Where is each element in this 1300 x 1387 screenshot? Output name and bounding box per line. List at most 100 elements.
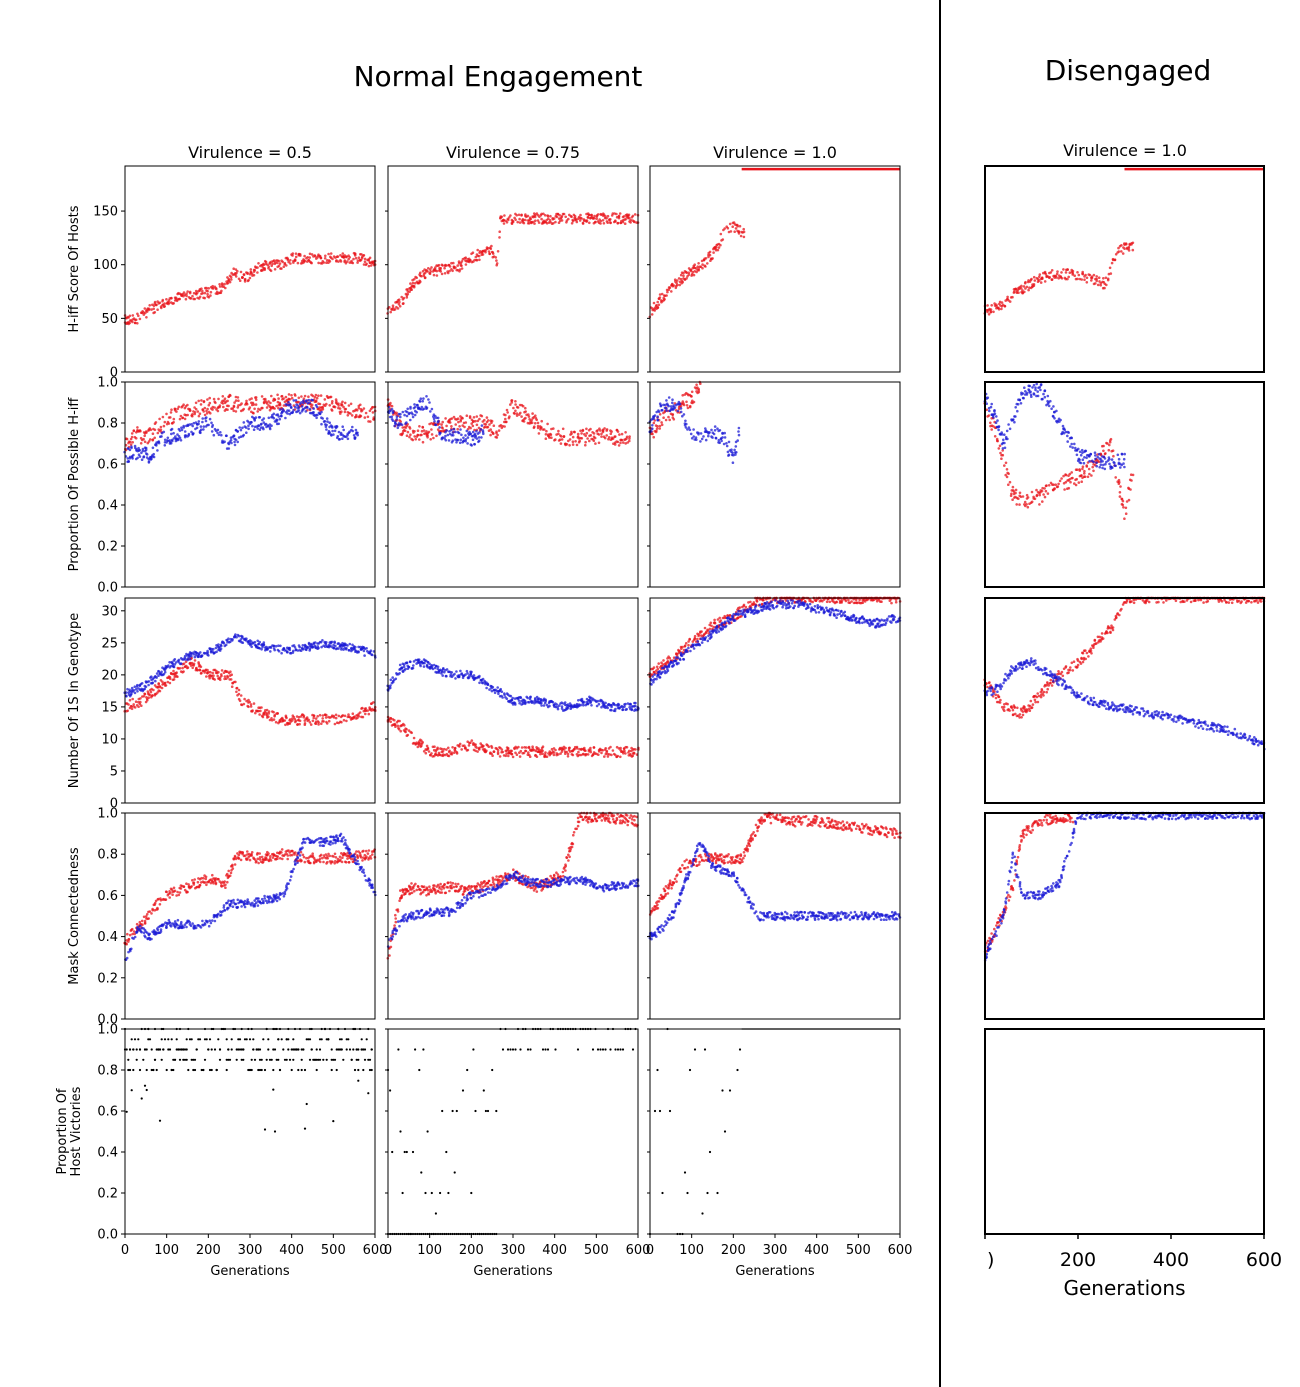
host-point: [212, 674, 215, 677]
host-point: [1023, 290, 1026, 294]
host-point: [485, 749, 488, 752]
host-point: [133, 706, 137, 709]
host-point: [1104, 276, 1108, 280]
host-point: [216, 674, 219, 678]
host-point: [1105, 283, 1108, 287]
host-point: [1066, 268, 1069, 271]
host-point: [321, 717, 325, 720]
parasite-point: [425, 407, 428, 411]
host-point: [693, 637, 696, 640]
parasite-point: [126, 687, 129, 691]
host-point: [430, 433, 434, 436]
host-point: [1077, 273, 1081, 277]
host-point: [599, 429, 602, 432]
host-point: [506, 746, 510, 750]
host-point: [238, 279, 242, 283]
host-point: [614, 435, 617, 438]
parasite-point: [583, 700, 586, 704]
host-point: [697, 269, 701, 272]
host-point: [146, 690, 150, 693]
host-point: [325, 713, 328, 717]
parasite-point: [445, 674, 448, 678]
host-point: [144, 311, 147, 315]
host-point: [536, 219, 540, 222]
host-point: [505, 408, 509, 412]
y-tick-label: 0: [110, 366, 118, 381]
host-point: [557, 432, 560, 436]
parasite-point: [245, 431, 248, 435]
host-point: [129, 443, 133, 446]
host-point: [232, 267, 235, 271]
host-point: [1117, 478, 1121, 482]
host-point: [1080, 474, 1083, 477]
host-point: [188, 290, 192, 294]
host-point: [536, 426, 540, 430]
host-point: [254, 403, 258, 406]
host-point: [514, 218, 517, 221]
parasite-point: [389, 684, 392, 687]
parasite-point: [279, 414, 283, 418]
host-point: [475, 423, 479, 427]
parasite-point: [344, 648, 348, 651]
host-point: [191, 666, 194, 670]
host-point: [718, 616, 721, 620]
host-point: [398, 300, 401, 304]
parasite-point: [1047, 404, 1051, 408]
host-point: [202, 410, 205, 413]
parasite-point: [1119, 466, 1122, 469]
host-point: [1001, 453, 1005, 457]
parasite-point: [986, 396, 990, 400]
host-point: [353, 715, 356, 718]
host-point: [235, 690, 238, 694]
parasite-point: [473, 442, 476, 446]
parasite-point: [217, 643, 220, 646]
parasite-point: [252, 428, 256, 432]
host-point: [395, 411, 398, 415]
host-point: [1083, 475, 1087, 479]
host-point: [314, 717, 318, 720]
host-point: [352, 257, 355, 261]
parasite-point: [451, 439, 455, 443]
parasite-point: [260, 648, 263, 651]
host-point: [682, 271, 685, 275]
y-tick-label: 20: [101, 668, 118, 683]
host-point: [495, 263, 499, 267]
host-point: [616, 754, 620, 758]
parasite-point: [409, 418, 412, 422]
host-point: [186, 403, 189, 407]
host-point: [194, 401, 198, 405]
host-point: [461, 417, 464, 420]
host-point: [290, 396, 294, 400]
parasite-point: [325, 417, 329, 420]
host-point: [432, 436, 435, 440]
parasite-point: [365, 647, 368, 650]
parasite-point: [1083, 456, 1086, 459]
host-point: [1014, 488, 1018, 492]
parasite-point: [718, 441, 721, 445]
host-point: [613, 443, 617, 446]
host-point: [175, 671, 178, 674]
host-point: [218, 404, 222, 407]
host-point: [488, 252, 492, 256]
parasite-point: [152, 452, 155, 456]
host-point: [236, 269, 239, 273]
host-point: [263, 268, 267, 272]
host-point: [317, 723, 320, 726]
host-point: [611, 437, 615, 440]
parasite-point: [1039, 383, 1043, 387]
section-left-title: Normal Engagement: [354, 60, 643, 93]
parasite-point: [450, 671, 454, 674]
parasite-point: [1008, 427, 1012, 431]
host-point: [1049, 271, 1053, 274]
host-point: [261, 715, 265, 719]
host-point: [321, 405, 325, 409]
parasite-point: [202, 428, 205, 431]
host-point: [742, 235, 746, 239]
parasite-point: [436, 416, 440, 420]
host-point: [450, 417, 454, 420]
host-point: [324, 716, 328, 719]
parasite-point: [147, 680, 151, 683]
host-point: [347, 257, 350, 261]
host-point: [401, 432, 405, 435]
host-point: [349, 412, 352, 415]
